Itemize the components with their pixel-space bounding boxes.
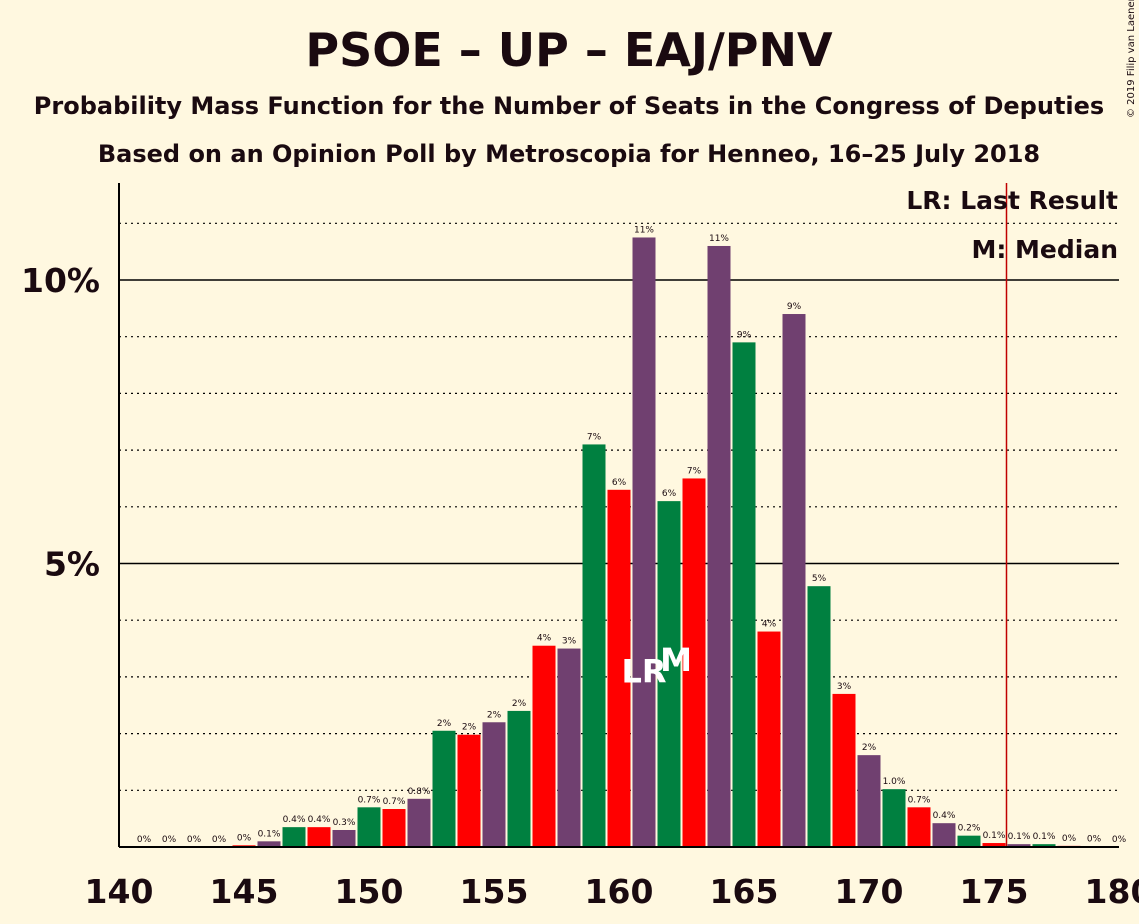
- bar-value-label: 6%: [612, 478, 627, 488]
- bar-value-label: 0.4%: [283, 815, 306, 825]
- bar: [407, 798, 431, 847]
- bar: [1007, 844, 1031, 847]
- bar-value-label: 11%: [709, 234, 729, 244]
- legend-median: M: Median: [971, 235, 1118, 264]
- bar-value-label: 6%: [662, 489, 677, 499]
- bar-value-label: 0.4%: [308, 815, 331, 825]
- bar: [882, 789, 906, 847]
- x-tick-label: 170: [835, 872, 904, 911]
- bar: [932, 823, 956, 847]
- bar-value-label: 0.7%: [908, 795, 931, 805]
- bar: [732, 342, 756, 847]
- bar-value-label: 2%: [862, 743, 877, 753]
- bar-value-label: 0.2%: [958, 824, 981, 834]
- bar: [257, 841, 281, 847]
- bar: [757, 631, 781, 847]
- bar: [707, 245, 731, 848]
- bar-value-label: 1.0%: [883, 777, 906, 787]
- bar: [657, 501, 681, 847]
- bar-value-label: 2%: [462, 723, 477, 733]
- bar-value-label: 0.1%: [1008, 832, 1031, 842]
- x-tick-label: 140: [85, 872, 154, 911]
- x-tick-label: 155: [460, 872, 529, 911]
- axes: 140 145 150 155 160 165 170 175 180 5% 10%: [21, 183, 1139, 911]
- bar: [557, 648, 581, 847]
- bar-value-label: 3%: [837, 682, 852, 692]
- bar: [807, 586, 831, 847]
- bar: [332, 829, 356, 847]
- bar: [457, 734, 481, 847]
- bar: [632, 237, 656, 848]
- bar-value-label: 2%: [512, 699, 527, 709]
- x-tick-label: 145: [210, 872, 279, 911]
- bar: [957, 835, 981, 847]
- copyright-text: © 2019 Filip van Laenen: [1126, 0, 1137, 118]
- bar-value-label: 0.4%: [933, 811, 956, 821]
- bar-value-label: 11%: [634, 225, 654, 235]
- bar: [532, 645, 556, 847]
- bar: [982, 843, 1006, 847]
- bar: [682, 478, 706, 847]
- bar-value-label: 0%: [137, 835, 152, 845]
- bar-value-label: 3%: [562, 637, 577, 647]
- bar: [382, 809, 406, 847]
- bar-value-label: 0%: [187, 835, 202, 845]
- bar: [782, 314, 806, 847]
- bar: [582, 444, 606, 847]
- x-tick-label: 175: [960, 872, 1029, 911]
- bar-value-label: 9%: [737, 330, 752, 340]
- bar: [907, 807, 931, 847]
- last-result-marker: LR: [621, 653, 666, 691]
- bar: [482, 722, 506, 847]
- bar-value-label: 4%: [537, 634, 552, 644]
- bar: [1032, 844, 1056, 847]
- x-tick-label: 180: [1085, 872, 1139, 911]
- y-tick-label: 5%: [44, 545, 100, 584]
- bar-value-label: 0%: [162, 835, 177, 845]
- bar: [507, 710, 531, 847]
- bar-value-label: 0.7%: [383, 797, 406, 807]
- bar-value-label: 7%: [587, 432, 602, 442]
- x-tick-label: 160: [585, 872, 654, 911]
- bar-value-label: 0.1%: [1033, 832, 1056, 842]
- bar-value-label: 0.3%: [333, 818, 356, 828]
- bar-value-label: 0.1%: [983, 831, 1006, 841]
- bars: 0% 0% 0% 0% 0% 0.1%0.4% 0.4% 0.3%0.7% 0.7%0.8%2%…: [137, 183, 1127, 848]
- bar-value-label: 0.8%: [408, 787, 431, 797]
- bar: [307, 827, 331, 847]
- bar-value-label: 0.7%: [358, 795, 381, 805]
- bar-value-label: 7%: [687, 466, 702, 476]
- bar-value-label: 4%: [762, 620, 777, 630]
- bar: [282, 827, 306, 847]
- chart-subtitle: Probability Mass Function for the Number…: [34, 92, 1104, 120]
- y-tick-label: 10%: [21, 261, 100, 300]
- bar-value-label: 0%: [1087, 834, 1102, 844]
- x-tick-label: 150: [335, 872, 404, 911]
- legend-last-result: LR: Last Result: [906, 186, 1118, 215]
- x-tick-label: 165: [710, 872, 779, 911]
- bar-value-label: 0%: [212, 835, 227, 845]
- median-marker: M: [660, 641, 692, 679]
- chart-subtitle-2: Based on an Opinion Poll by Metroscopia …: [98, 140, 1040, 168]
- bar-value-label: 0%: [237, 833, 252, 843]
- bar-value-label: 0.1%: [258, 829, 281, 839]
- bar-value-label: 0%: [1062, 834, 1077, 844]
- bar: [432, 730, 456, 847]
- bar: [857, 755, 881, 847]
- bar: [607, 489, 631, 847]
- bar: [832, 693, 856, 847]
- bar-value-label: 2%: [487, 710, 502, 720]
- bar-value-label: 9%: [787, 302, 802, 312]
- chart-title: PSOE – UP – EAJ/PNV: [305, 23, 833, 77]
- bar: [357, 807, 381, 847]
- bar-value-label: 2%: [437, 719, 452, 729]
- bar-value-label: 0%: [1112, 835, 1127, 845]
- bar-value-label: 5%: [812, 574, 827, 584]
